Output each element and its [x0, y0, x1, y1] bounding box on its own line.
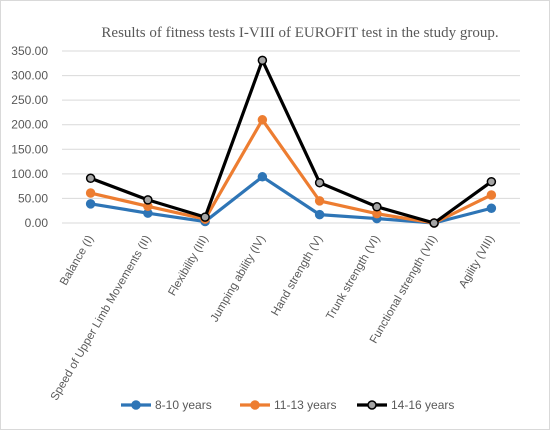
chart-title: Results of fitness tests I-VIII of EUROF… [101, 25, 498, 41]
x-category-label: Hand strength (V) [269, 233, 325, 318]
data-point [486, 203, 497, 214]
x-category-label: Balance (I) [58, 233, 96, 287]
legend-label: 11-13 years [274, 398, 336, 412]
y-tick-label: 50.00 [18, 191, 48, 205]
data-point [429, 218, 439, 228]
data-point [314, 209, 325, 220]
x-axis-categories: Balance (I)Speed of Upper Limb Movements… [49, 233, 497, 402]
data-point [85, 173, 96, 184]
y-tick-label: 250.00 [11, 93, 48, 107]
x-category-label: Functional strength (VII) [368, 233, 440, 345]
legend-label: 8-10 years [155, 398, 212, 412]
y-tick-label: 0.00 [25, 216, 49, 230]
data-point [257, 115, 268, 125]
y-tick-label: 150.00 [11, 142, 48, 156]
x-category-label: Jumping ability (IV) [209, 233, 268, 324]
x-category-label: Trunk strength (VI) [324, 233, 382, 322]
data-point [200, 212, 210, 222]
legend-marker [367, 400, 377, 410]
data-point [85, 199, 96, 209]
data-point [314, 196, 325, 206]
x-category-label: Speed of Upper Limb Movements (II) [49, 233, 154, 402]
data-point [257, 55, 268, 66]
data-point [486, 190, 497, 200]
x-category-label: Agility (VIII) [457, 233, 497, 290]
legend-marker [250, 400, 260, 410]
data-point [372, 202, 382, 212]
y-tick-label: 300.00 [11, 69, 48, 83]
y-tick-label: 100.00 [11, 167, 48, 181]
series-lines [85, 55, 497, 228]
data-point [85, 188, 96, 198]
y-tick-label: 200.00 [11, 118, 48, 132]
x-category-label: Flexibility (III) [166, 233, 210, 298]
data-point [314, 177, 325, 188]
legend-marker [131, 400, 141, 410]
y-axis-ticks: 0.00 50.00 100.00 150.00 200.00 250.00 300.00 3… [11, 44, 48, 230]
data-point [486, 176, 497, 187]
legend: 8-10 years 11-13 years 14-16 years [121, 398, 454, 412]
y-tick-label: 350.00 [11, 44, 48, 58]
legend-label: 14-16 years [391, 398, 454, 412]
series-line [90, 58, 493, 225]
data-point [143, 195, 153, 205]
data-point [257, 172, 268, 182]
